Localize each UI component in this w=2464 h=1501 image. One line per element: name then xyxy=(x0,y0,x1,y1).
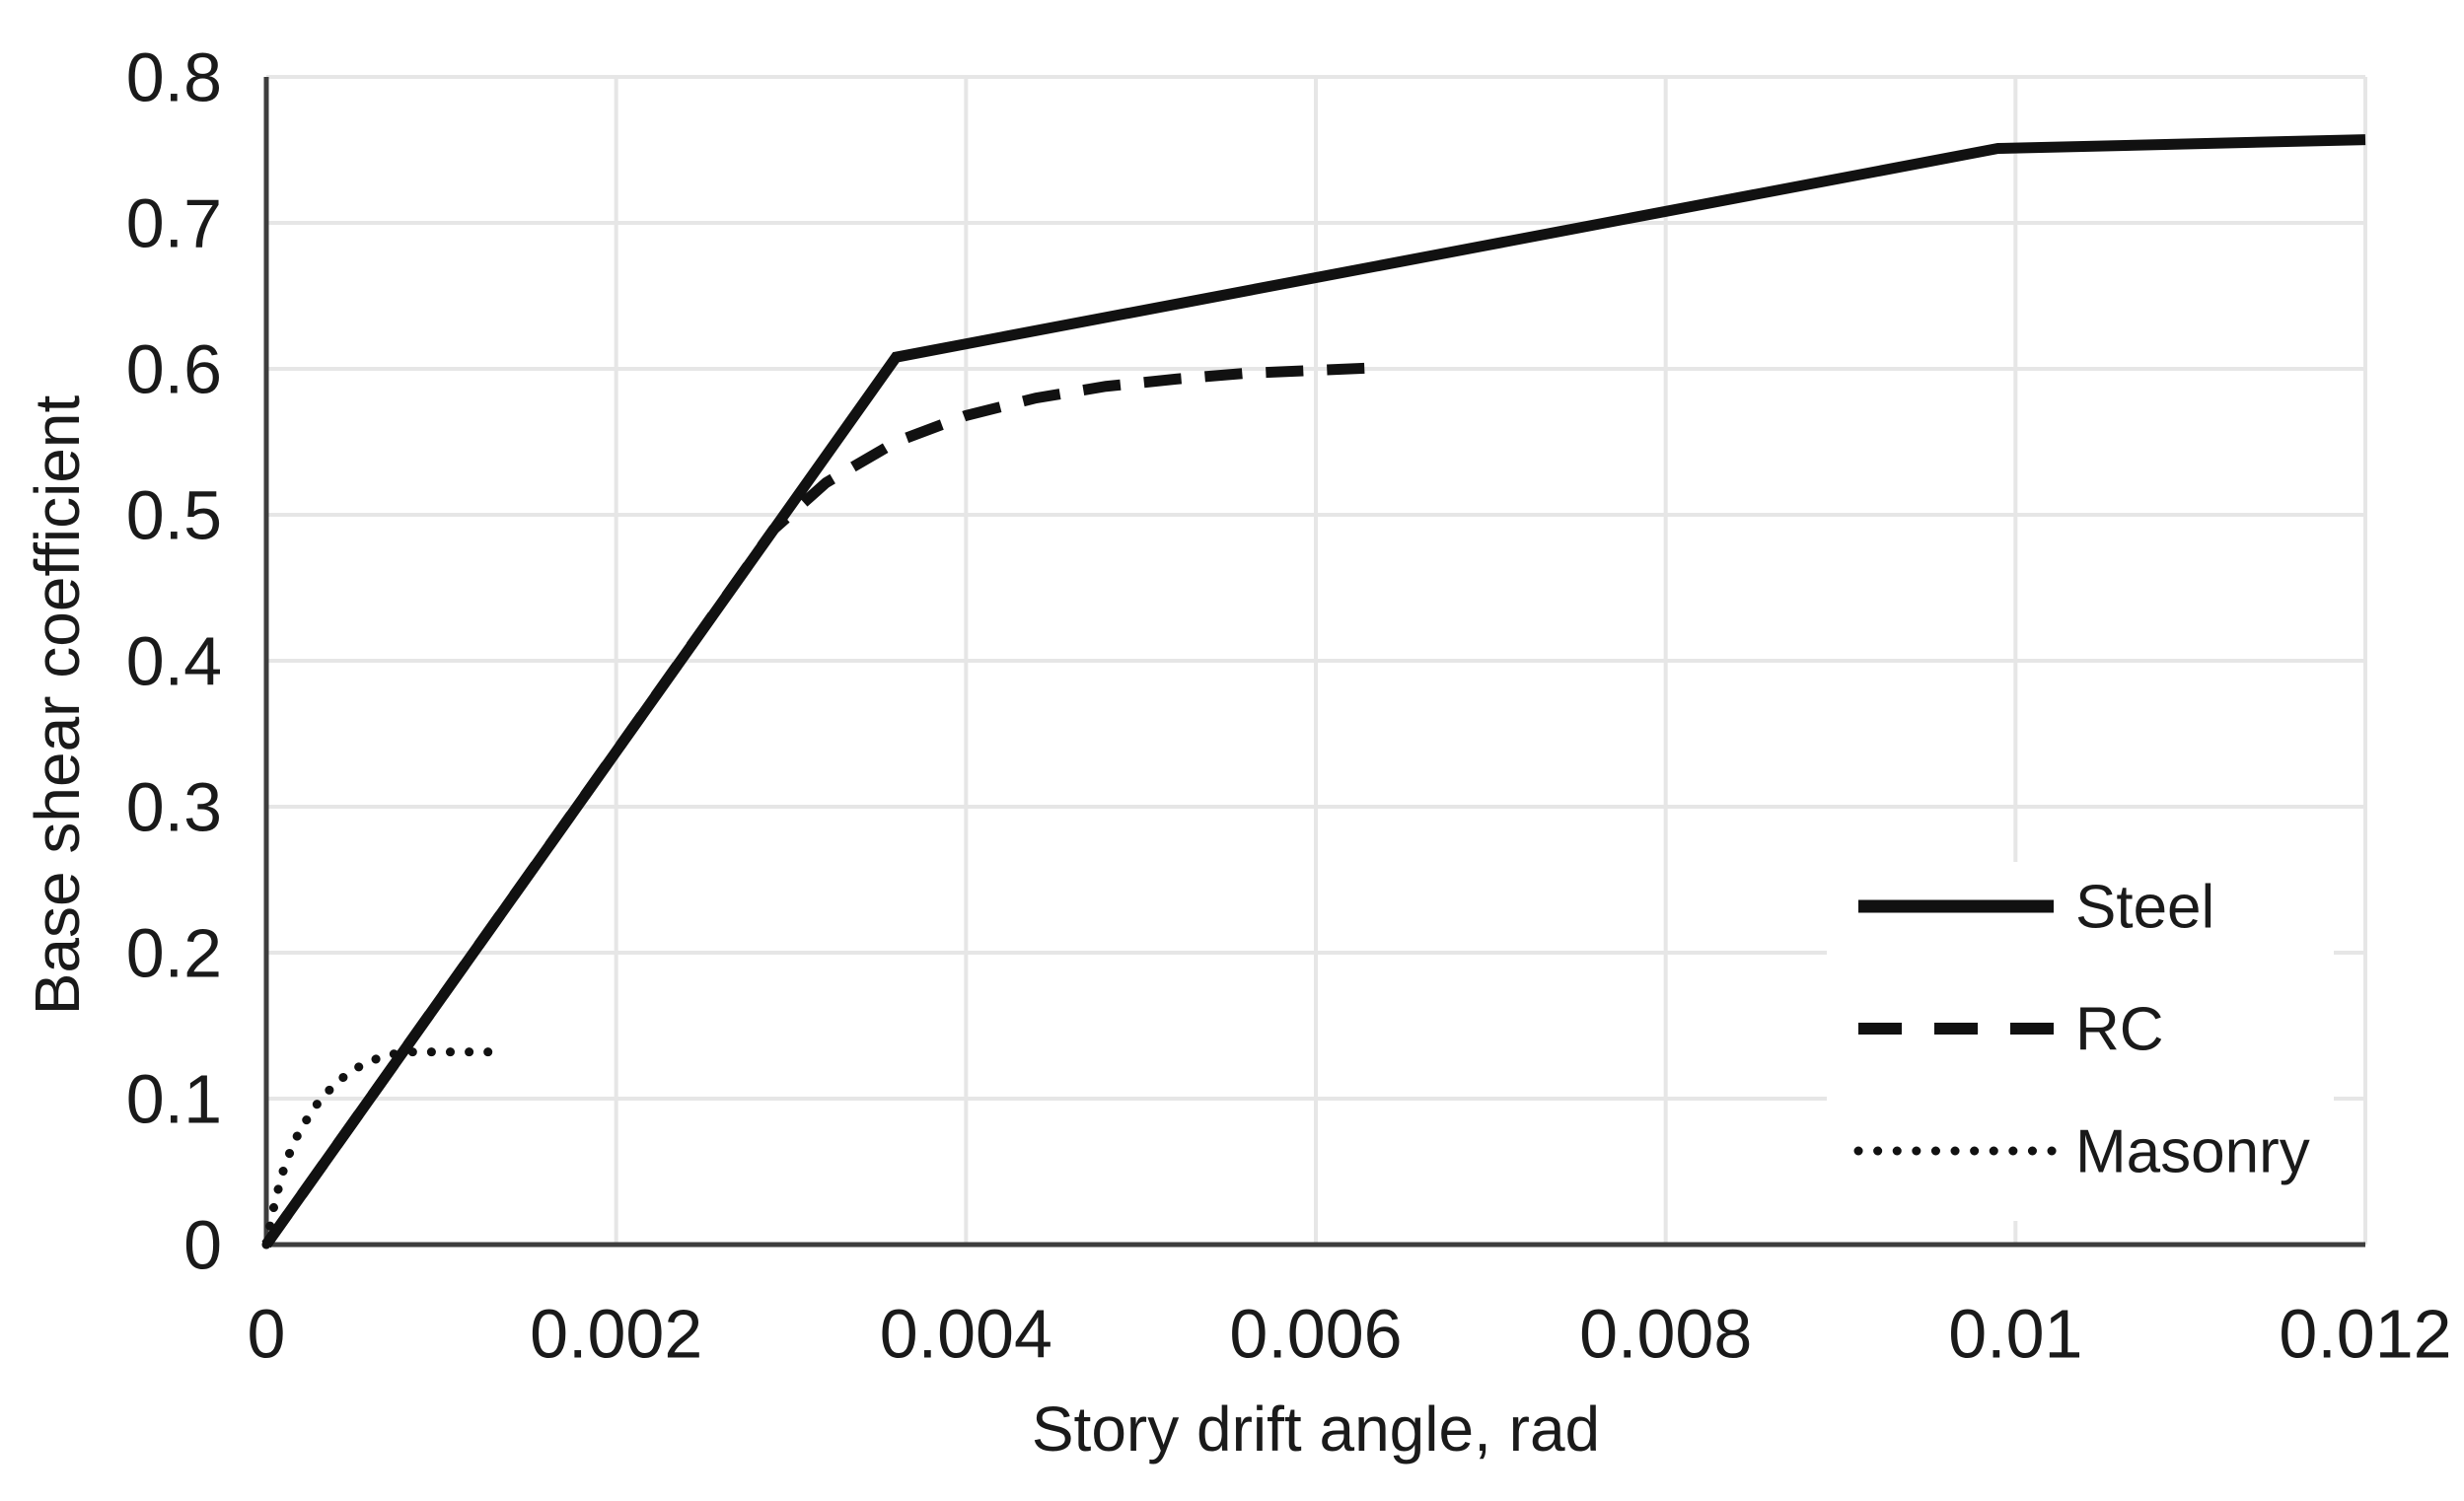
y-tick-label-0.5: 0.5 xyxy=(126,477,222,554)
x-tick-label-0.012: 0.012 xyxy=(2279,1296,2451,1373)
legend-label-steel: Steel xyxy=(2075,874,2214,942)
x-tick-label-0.008: 0.008 xyxy=(1579,1296,1752,1373)
legend-label-masonry: Masonry xyxy=(2075,1118,2310,1186)
series-line-masonry xyxy=(261,1047,507,1250)
y-tick-label-0.7: 0.7 xyxy=(126,185,222,262)
y-tick-label-0.8: 0.8 xyxy=(126,39,222,116)
y-tick-label-0.3: 0.3 xyxy=(126,769,222,846)
y-tick-label-0.1: 0.1 xyxy=(126,1061,222,1138)
y-axis-title: Base shear coefficient xyxy=(22,394,93,1016)
series-line-rc xyxy=(261,362,1387,1249)
y-tick-label-0.4: 0.4 xyxy=(126,623,222,700)
y-tick-label-0.2: 0.2 xyxy=(126,915,222,992)
x-tick-label-0: 0 xyxy=(248,1296,286,1373)
y-tick-label-0.6: 0.6 xyxy=(126,331,222,408)
x-tick-label-0.002: 0.002 xyxy=(530,1296,702,1373)
y-tick-label-0: 0 xyxy=(183,1207,222,1284)
legend-label-rc: RC xyxy=(2075,996,2164,1064)
legend-box xyxy=(1827,862,2334,1221)
x-axis-title: Story drift angle, rad xyxy=(1031,1394,1601,1465)
series-line-steel xyxy=(261,134,2366,1249)
x-tick-label-0.006: 0.006 xyxy=(1229,1296,1402,1373)
x-tick-label-0.004: 0.004 xyxy=(880,1296,1052,1373)
x-tick-label-0.01: 0.01 xyxy=(1948,1296,2082,1373)
